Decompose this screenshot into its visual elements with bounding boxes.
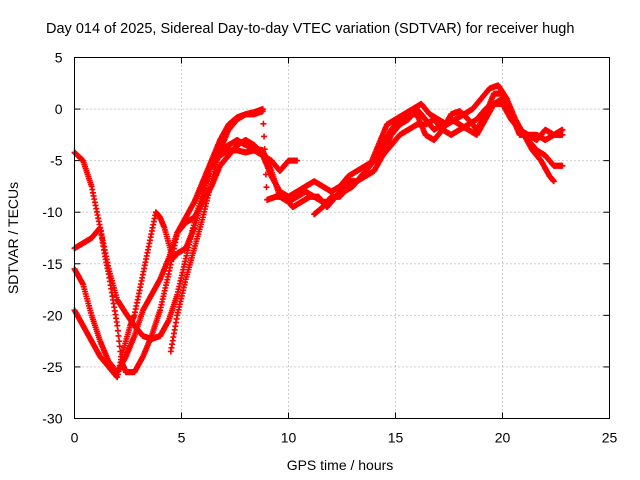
x-tick-label: 15 [388,430,404,446]
y-tick-label: 0 [55,101,63,117]
data-point [115,332,122,339]
data-point [559,131,566,138]
data-point [259,108,266,115]
y-tick-label: -10 [42,204,62,220]
data-points [71,82,566,381]
chart-title: Day 014 of 2025, Sidereal Day-to-day VTE… [46,21,574,37]
data-point [114,327,121,334]
data-point [559,162,566,169]
data-point [114,322,121,329]
series-trace-6 [311,100,566,218]
data-point [262,158,269,165]
x-tick-label: 25 [602,430,618,446]
data-point [260,120,267,127]
y-tick-label: -25 [42,359,62,375]
data-point [294,157,301,164]
series-trace-2 [71,95,566,376]
data-point [559,126,566,133]
y-tick-label: -15 [42,256,62,272]
data-point [263,184,270,191]
x-axis-label: GPS time / hours [287,457,394,473]
y-tick-label: 5 [55,50,63,66]
y-axis-label: SDTVAR / TECUs [5,182,21,294]
y-tick-label: -30 [42,411,62,427]
grid [74,57,610,419]
data-point [261,146,268,153]
data-point [262,171,269,178]
series-trace-5 [167,82,557,355]
data-point [116,338,123,345]
axis-ticks: 0 5 10 15 20 25 -30 -25 -20 -15 -10 -5 0 5 [42,50,617,446]
data-point [261,133,268,140]
y-tick-label: -20 [42,307,62,323]
x-tick-label: 5 [178,430,186,446]
series-trace-3 [71,90,566,376]
plot-frame [74,57,610,419]
x-tick-label: 0 [71,430,79,446]
data-point [550,178,557,185]
x-tick-label: 10 [281,430,297,446]
y-tick-label: -5 [50,153,63,169]
x-tick-label: 20 [495,430,511,446]
